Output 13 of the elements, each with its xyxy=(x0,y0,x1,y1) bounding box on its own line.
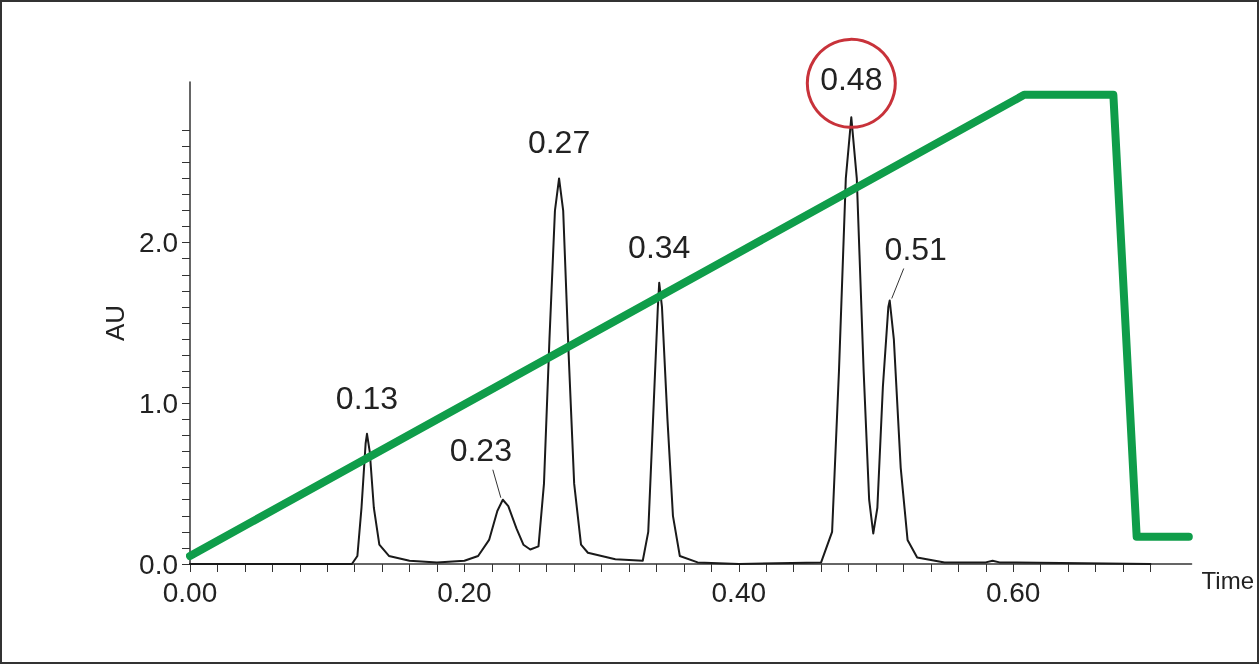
x-axis-title: Time xyxy=(1201,566,1255,594)
annotation: 0.34 xyxy=(628,228,691,265)
x-tick-label: 0.40 xyxy=(711,576,767,608)
y-tick-label: 1.0 xyxy=(139,387,178,419)
annotation: 0.51 xyxy=(884,230,947,267)
y-tick-label: 2.0 xyxy=(139,227,178,259)
x-tick-label: 0.60 xyxy=(985,576,1041,608)
annotation: 0.23 xyxy=(449,431,512,468)
x-tick-label: 0.20 xyxy=(437,576,492,608)
annotation: 0.27 xyxy=(527,124,591,161)
y-axis-title: AU xyxy=(100,304,131,342)
annotation: 0.48 xyxy=(820,61,883,98)
annotation: 0.13 xyxy=(335,379,399,416)
